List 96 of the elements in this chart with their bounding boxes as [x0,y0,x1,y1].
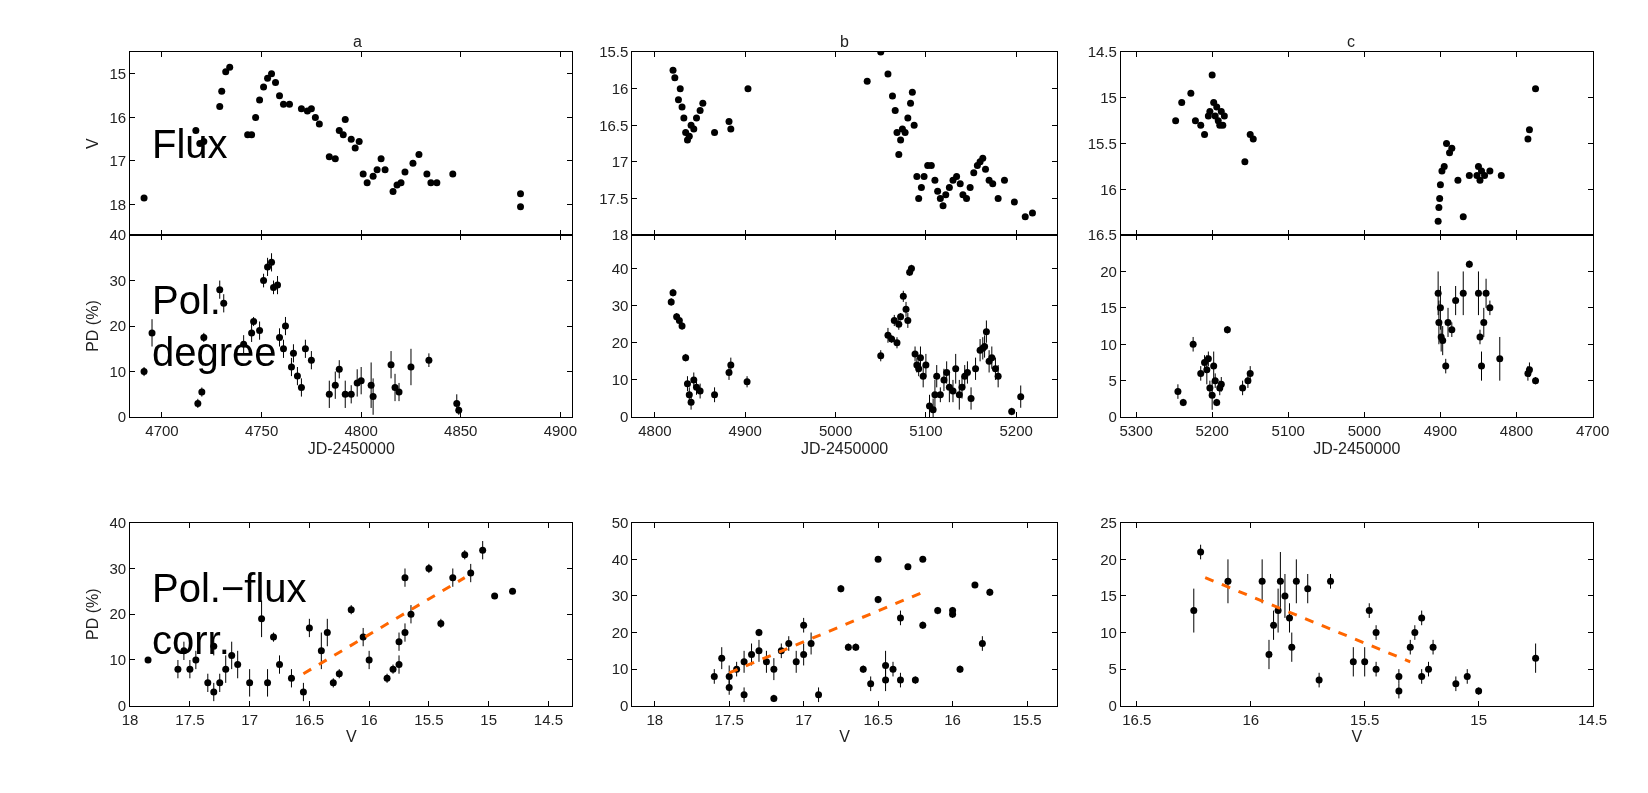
y-tick-label: 16 [1100,180,1117,198]
y-axis-title: V [84,137,102,149]
x-tick-label: 5300 [1119,422,1153,440]
chart-title: b [840,33,849,50]
y-tick-label: 15 [109,65,127,83]
y-tick-label: 0 [1108,696,1117,714]
x-tick-label: 5100 [1271,422,1305,440]
x-tick-label: 17 [241,710,258,728]
y-tick-label: 0 [1108,408,1117,426]
y-tick-label: 40 [109,514,127,531]
x-tick-label: 4700 [1575,422,1610,440]
x-tick-label: 5200 [1195,422,1229,440]
x-tick-label: 17.5 [175,710,205,728]
x-tick-label: 16 [360,710,378,728]
y-tick-label: 17.5 [599,189,629,207]
y-tick-label: 15 [1100,587,1117,605]
annotation: Pol. degree [152,278,277,374]
y-tick-label: 5 [1108,660,1117,678]
y-tick-label: 0 [620,408,629,426]
y-tick-label: 20 [109,317,127,335]
x-tick-label: 4750 [244,422,279,440]
x-tick-label: 4900 [728,422,762,440]
y-tick-label: 20 [1100,262,1117,280]
y-tick-label: 25 [1100,514,1117,531]
chart-title: c [1347,33,1355,50]
y-tick-label: 0 [117,408,127,426]
x-axis-title: V [839,728,851,746]
y-tick-label: 14.5 [1087,43,1117,61]
chart-title: a [353,33,362,50]
x-axis-title: JD-2450000 [801,439,889,457]
y-tick-label: 16.5 [1087,226,1117,244]
x-tick-label: 4800 [638,422,672,440]
y-tick-label: 16.5 [599,116,629,134]
y-tick-label: 10 [1100,335,1117,353]
y-tick-label: 18 [611,226,629,244]
x-tick-label: 4850 [444,422,478,440]
y-tick-label: 10 [611,371,629,389]
y-tick-label: 20 [109,605,127,623]
x-tick-label: 17 [795,710,812,728]
y-tick-label: 40 [611,259,629,277]
y-tick-label: 15 [1100,89,1117,107]
y-tick-label: 16 [109,108,127,126]
y-tick-label: 15.5 [599,43,629,61]
y-tick-label: 0 [117,696,127,714]
y-tick-label: 10 [109,362,127,380]
y-tick-label: 40 [109,226,127,244]
y-tick-label: 50 [611,514,629,531]
y-tick-label: 18 [109,195,127,213]
y-tick-label: 15 [1100,299,1117,317]
y-axis-title: PD (%) [84,588,102,641]
y-tick-label: 30 [611,587,629,605]
x-tick-label: 16.5 [1122,710,1152,728]
y-tick-label: 10 [1100,623,1117,641]
annotation: Flux [152,122,228,166]
x-tick-label: 15.5 [1350,710,1380,728]
y-axis-title: PD (%) [84,300,102,352]
x-tick-label: 4800 [1499,422,1534,440]
x-axis-title: V [1351,728,1363,746]
y-tick-label: 30 [611,296,629,314]
x-tick-label: 15.5 [414,710,444,728]
y-tick-label: 10 [611,660,629,678]
y-tick-label: 15.5 [1087,134,1117,152]
x-tick-label: 15 [480,710,497,728]
y-tick-label: 20 [611,334,629,352]
y-tick-label: 17 [611,153,629,171]
y-tick-label: 17 [109,152,127,170]
x-tick-label: 16.5 [863,710,893,728]
x-tick-label: 4700 [145,422,179,440]
y-tick-label: 20 [1100,550,1117,568]
x-tick-label: 14.5 [1577,710,1608,728]
x-tick-label: 18 [646,710,664,728]
x-axis-title: JD-2450000 [307,439,395,457]
x-tick-label: 14.5 [533,710,564,728]
x-tick-label: 15 [1470,710,1487,728]
x-tick-label: 5200 [999,422,1033,440]
y-tick-label: 0 [620,696,629,714]
y-tick-label: 40 [611,550,629,568]
x-tick-label: 15.5 [1012,710,1042,728]
x-tick-label: 16.5 [294,710,324,728]
x-tick-label: 5000 [1347,422,1382,440]
y-tick-label: 20 [611,623,629,641]
x-tick-label: 4900 [1423,422,1458,440]
y-tick-label: 16 [611,79,629,97]
x-tick-label: 16 [1242,710,1260,728]
x-tick-label: 4900 [543,422,578,440]
x-axis-title: V [345,728,357,746]
x-tick-label: 16 [944,710,961,728]
x-tick-label: 5000 [818,422,853,440]
y-tick-label: 10 [109,651,127,669]
y-tick-label: 30 [109,559,127,577]
x-tick-label: 4800 [344,422,378,440]
y-tick-label: 30 [109,271,127,289]
x-tick-label: 17.5 [714,710,744,728]
x-tick-label: 5100 [909,422,943,440]
y-tick-label: 5 [1108,371,1117,389]
x-axis-title: JD-2450000 [1313,439,1401,457]
